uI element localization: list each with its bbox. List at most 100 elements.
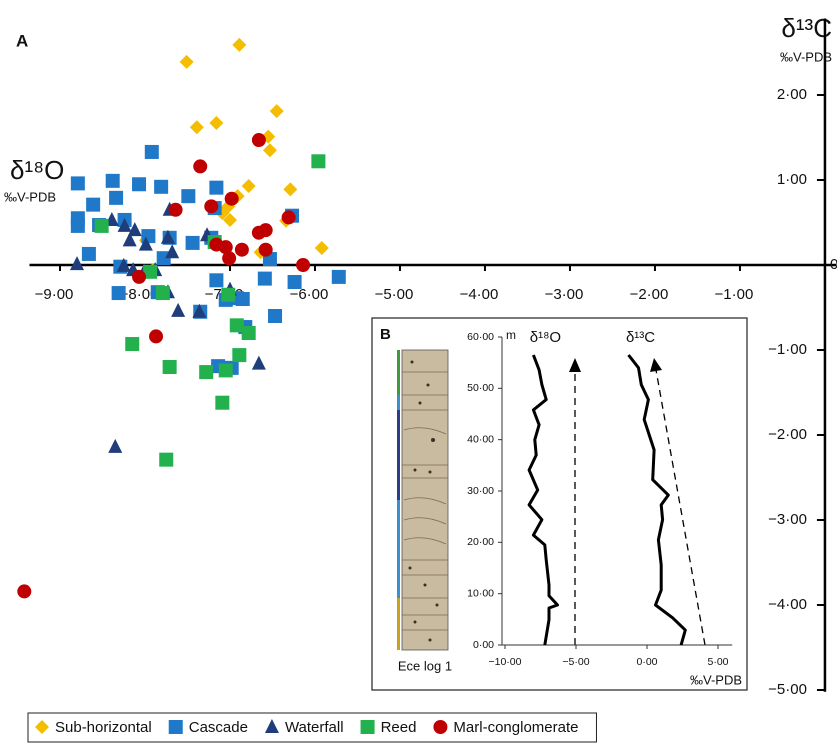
point	[281, 210, 296, 225]
log-clasts	[408, 360, 439, 642]
x-tick-label: −3·00	[545, 286, 584, 303]
curve-label: δ¹³C	[626, 329, 655, 346]
point	[185, 235, 200, 250]
inset-y-tick-label: 30·00	[467, 485, 494, 497]
point	[143, 264, 158, 279]
point	[127, 222, 142, 237]
y-tick-label: 2·00	[777, 86, 807, 103]
legend-label: Sub-horizontal	[55, 719, 152, 736]
point	[251, 355, 266, 370]
inset-y-tick-label: 20·00	[467, 536, 494, 548]
point	[159, 452, 174, 467]
point	[199, 365, 214, 380]
point	[269, 104, 284, 119]
point	[111, 286, 126, 301]
log-label: Ece log 1	[398, 658, 452, 673]
point	[241, 326, 256, 340]
point	[69, 256, 84, 271]
panel-label: A	[16, 31, 28, 50]
point	[232, 348, 247, 363]
inset: B Ece log 1 0·00 10·00 20·00 30·00 40·00 50·0…	[371, 317, 748, 691]
point	[155, 286, 170, 301]
point	[125, 337, 140, 352]
point	[193, 159, 208, 174]
point	[94, 218, 109, 233]
point	[234, 242, 249, 257]
y-tick-label: −3·00	[768, 511, 807, 528]
point	[311, 154, 326, 169]
point	[251, 133, 266, 148]
point	[296, 258, 311, 272]
point	[268, 309, 283, 323]
legend-marker	[35, 720, 49, 734]
inset-y-tick-label: 60·00	[467, 331, 494, 343]
x-tick-label: −4·00	[460, 286, 499, 303]
y-axis-unit: ‰V-PDB	[780, 49, 832, 64]
x-tick-label: −1·00	[715, 286, 754, 303]
inset-x-tick-label: 0·00	[636, 656, 657, 668]
y-tick-label: −2·00	[768, 426, 807, 443]
point	[81, 246, 96, 261]
curve-label: δ¹⁸O	[530, 329, 561, 346]
inset-y-tick-label: 10·00	[467, 587, 494, 599]
log-strip	[397, 410, 400, 500]
point	[262, 143, 277, 158]
point	[132, 177, 147, 192]
inset-y-tick-label: 50·00	[467, 382, 494, 394]
legend-label: Marl-conglomerate	[453, 719, 578, 736]
inset-x-tick-label: −10·00	[489, 656, 522, 668]
point	[141, 229, 156, 244]
point	[232, 37, 247, 52]
point	[218, 363, 233, 378]
y-tick-label: −5·00	[768, 681, 807, 698]
log-strip	[397, 598, 400, 650]
log-layers	[402, 371, 448, 631]
point	[215, 395, 230, 410]
inset-x-tick-label: −5·00	[562, 656, 589, 668]
legend: Sub-horizontal Cascade Waterfall Reed Marl-c…	[27, 712, 597, 743]
legend-label: Cascade	[189, 719, 248, 736]
point	[138, 236, 153, 251]
y-tick-label: 0	[830, 256, 837, 273]
point	[117, 217, 132, 232]
y-tick-label: −4·00	[768, 596, 807, 613]
legend-marker	[360, 720, 375, 734]
point	[165, 244, 180, 259]
x-tick-label: −6·00	[290, 286, 329, 303]
point	[105, 173, 120, 188]
point	[258, 242, 273, 257]
point	[251, 225, 266, 240]
inset-x-tick-label: 5·00	[707, 656, 728, 668]
point	[314, 241, 329, 255]
y-tick-label: −1·00	[768, 341, 807, 358]
point	[224, 191, 239, 206]
point	[241, 178, 256, 193]
trend-arrows	[574, 369, 706, 646]
x-tick-label: −8·00	[120, 286, 159, 303]
point	[144, 144, 159, 159]
x-tick-label: −5·00	[375, 286, 414, 303]
legend-marker	[433, 720, 448, 734]
point	[109, 190, 124, 205]
point	[189, 120, 204, 135]
point	[70, 218, 85, 233]
depth-curve	[627, 354, 687, 646]
panel-label: B	[380, 326, 391, 343]
point	[283, 182, 298, 197]
point	[331, 269, 346, 284]
legend-frame	[27, 712, 597, 743]
legend-marker	[168, 720, 183, 734]
inset-y-tick-label: 0·00	[473, 639, 494, 651]
point	[17, 584, 32, 599]
x-axis-title: δ¹⁸O	[10, 155, 64, 185]
point	[235, 292, 250, 306]
point	[108, 438, 123, 453]
inset-x-unit: ‰V-PDB	[690, 672, 742, 687]
point	[132, 269, 147, 284]
point	[221, 287, 236, 302]
point	[168, 202, 183, 217]
point	[209, 180, 224, 195]
legend-label: Reed	[381, 719, 417, 736]
